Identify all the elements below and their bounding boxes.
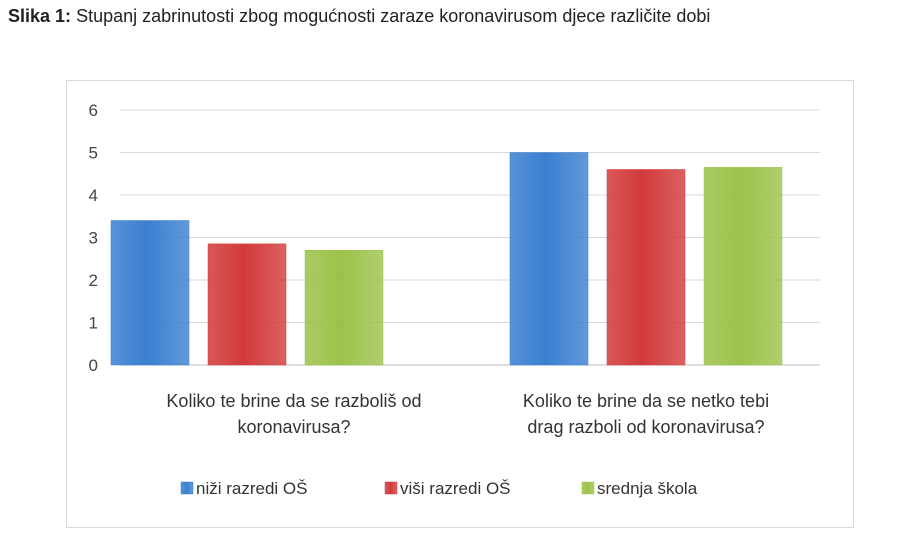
y-tick-label: 4 <box>89 186 98 205</box>
x-category-label: koronavirusa? <box>237 417 350 437</box>
legend-swatch <box>180 481 194 495</box>
x-category-label: Koliko te brine da se netko tebi <box>523 391 769 411</box>
bar <box>207 243 287 366</box>
y-tick-label: 2 <box>89 271 98 290</box>
y-tick-label: 1 <box>89 314 98 333</box>
x-category-label: Koliko te brine da se razboliš od <box>166 391 421 411</box>
bar <box>703 167 783 366</box>
caption-prefix: Slika 1: <box>8 6 72 26</box>
y-tick-label: 6 <box>89 101 98 120</box>
y-tick-label: 5 <box>89 144 98 163</box>
caption-text: Stupanj zabrinutosti zbog mogućnosti zar… <box>76 6 711 26</box>
bar <box>110 220 190 366</box>
legend-swatch <box>581 481 595 495</box>
legend-label: niži razredi OŠ <box>196 479 307 498</box>
y-tick-label: 0 <box>89 356 98 375</box>
bar <box>304 250 384 366</box>
bar <box>606 169 686 366</box>
bar <box>509 152 589 366</box>
y-tick-label: 3 <box>89 229 98 248</box>
legend-label: viši razredi OŠ <box>400 479 511 498</box>
legend-swatch <box>384 481 398 495</box>
x-category-label: drag razboli od koronavirusa? <box>527 417 764 437</box>
legend-label: srednja škola <box>597 479 698 498</box>
figure-caption: Slika 1: Stupanj zabrinutosti zbog moguć… <box>8 6 710 27</box>
